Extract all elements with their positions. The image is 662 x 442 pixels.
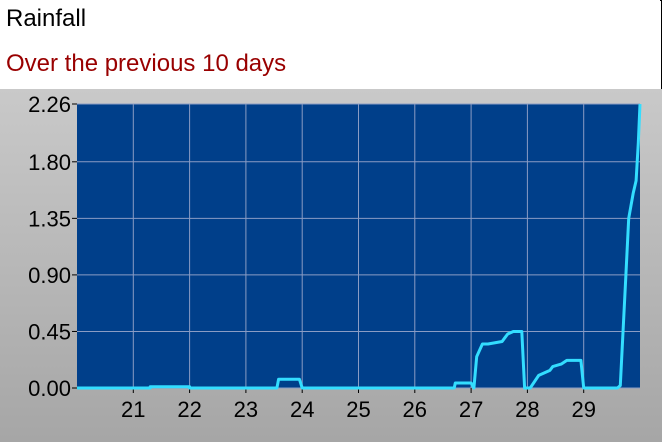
x-tick-label: 25 xyxy=(346,397,370,422)
chart-subtitle: Over the previous 10 days xyxy=(6,50,287,77)
x-tick-label: 28 xyxy=(515,397,539,422)
x-tick-label: 21 xyxy=(121,397,145,422)
x-tick-label: 23 xyxy=(234,397,258,422)
y-tick-label: 1.35 xyxy=(28,206,71,231)
y-tick-label: 0.00 xyxy=(28,376,71,401)
x-tick-label: 26 xyxy=(403,397,427,422)
chart-header: Rainfall Over the previous 10 days xyxy=(0,0,660,89)
x-tick-label: 27 xyxy=(459,397,483,422)
y-tick-label: 0.45 xyxy=(28,319,71,344)
rainfall-series-line xyxy=(77,103,642,390)
y-tick-label: 1.80 xyxy=(28,150,71,175)
chart-title: Rainfall xyxy=(6,5,87,32)
x-tick-label: 22 xyxy=(177,397,201,422)
y-tick-label: 2.26 xyxy=(28,92,71,117)
x-tick-label: 29 xyxy=(571,397,595,422)
y-tick-label: 0.90 xyxy=(28,263,71,288)
x-tick-label: 24 xyxy=(290,397,314,422)
